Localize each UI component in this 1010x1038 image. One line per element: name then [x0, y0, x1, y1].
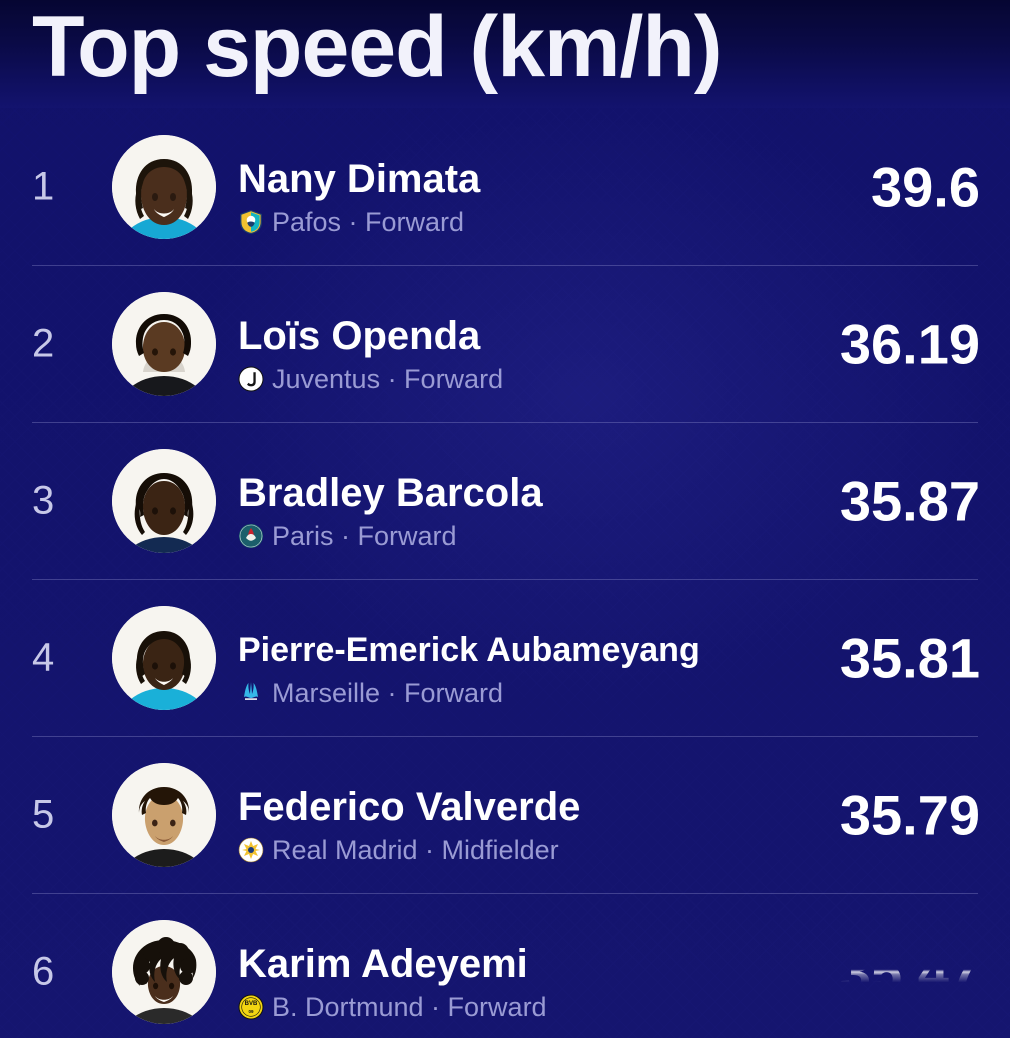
svg-text:09: 09 — [248, 1009, 254, 1014]
svg-text:BVB: BVB — [245, 1001, 258, 1007]
